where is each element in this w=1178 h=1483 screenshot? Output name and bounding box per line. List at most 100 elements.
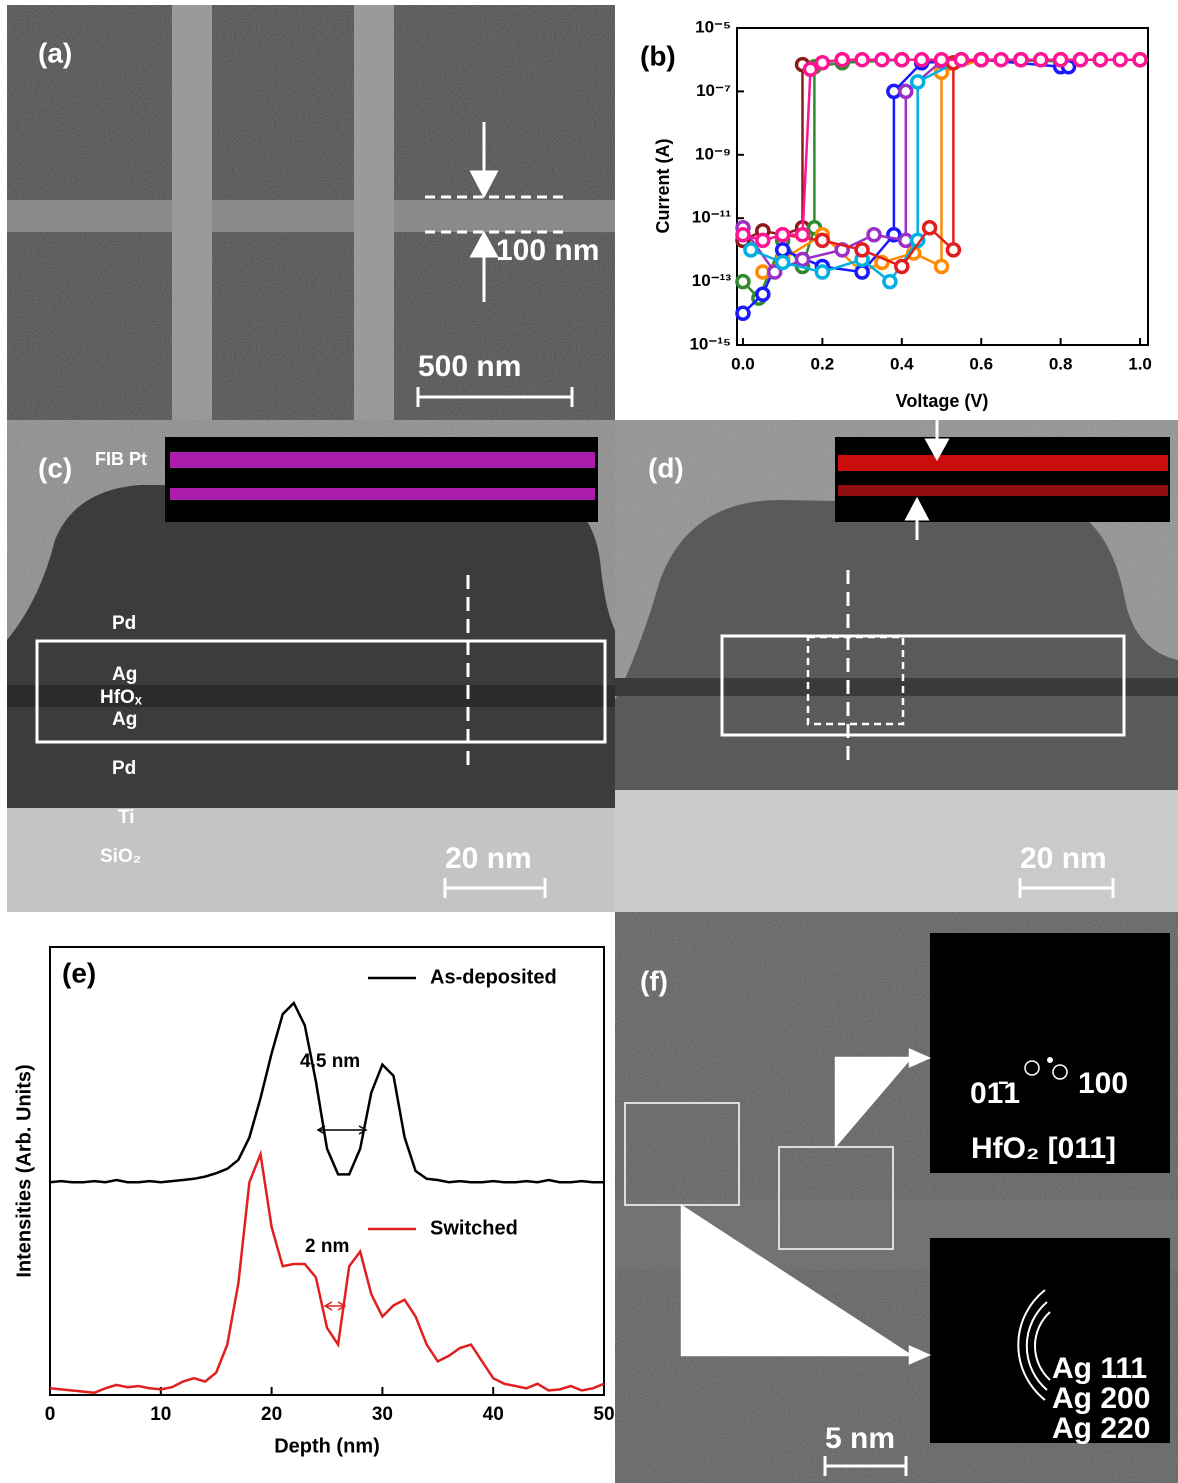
x-tick-label: 0 <box>45 1404 56 1425</box>
data-point <box>874 51 890 68</box>
layer-label: Pd <box>112 613 136 634</box>
data-point <box>894 258 910 275</box>
data-point <box>794 251 811 268</box>
panel-d: (d) 20 nm <box>615 420 1178 912</box>
y-tick-label: 10⁻¹¹ <box>692 208 732 227</box>
scale-label: 20 nm <box>445 842 532 875</box>
data-point <box>854 264 870 280</box>
spot-label: 100 <box>1078 1067 1128 1100</box>
data-point <box>814 232 831 249</box>
panel-c: (c) FIB Pt Pd Ag HfOₓ Ag Pd Ti SiO₂ 20 n… <box>7 420 615 912</box>
data-point <box>755 286 771 302</box>
layer-label: Ti <box>118 807 135 828</box>
data-point <box>953 51 970 68</box>
data-point <box>755 232 771 249</box>
data-point <box>913 51 930 68</box>
ring-label: Ag 111 <box>1052 1352 1147 1385</box>
scale-bar <box>1018 878 1115 898</box>
fft-spot <box>1047 1057 1053 1063</box>
x-tick-label: 10 <box>150 1404 171 1425</box>
data-point <box>945 242 962 258</box>
panel-label: (d) <box>648 452 684 483</box>
x-tick-label: 0.2 <box>811 354 835 373</box>
series-line <box>49 1149 605 1395</box>
data-point <box>894 51 910 68</box>
fft-inset <box>930 933 1170 1173</box>
x-axis-label: Depth (nm) <box>274 1435 380 1457</box>
width-arrows <box>469 122 499 302</box>
data-point <box>735 273 751 290</box>
x-tick-label: 40 <box>483 1404 504 1425</box>
ring-label: Ag 220 <box>1052 1412 1150 1445</box>
data-point <box>973 51 989 68</box>
scale-label: 500 nm <box>418 350 521 383</box>
panel-label: (c) <box>38 452 72 483</box>
legend-label: Switched <box>430 1217 518 1239</box>
annotation-arrow <box>323 1301 347 1311</box>
y-tick-label: 10⁻⁷ <box>696 81 731 100</box>
eds-band <box>838 455 1168 471</box>
data-point <box>866 227 882 243</box>
data-point <box>1072 51 1089 68</box>
eds-map <box>835 437 1170 522</box>
annotation: 4.5 nm <box>300 1051 360 1072</box>
top-wire <box>172 5 212 420</box>
data-point <box>854 51 870 68</box>
data-point <box>774 242 791 258</box>
panel-f: (f) 01̄1 100 HfO₂ [011] Ag 111 Ag 200 Ag… <box>615 912 1178 1483</box>
x-tick-label: 30 <box>372 1404 393 1425</box>
scale-bar <box>416 387 574 407</box>
spot-label: 01̄1 <box>970 1077 1020 1110</box>
data-point <box>882 273 898 290</box>
plot-frame <box>49 946 605 1396</box>
fft-inset <box>930 1238 1170 1443</box>
y-axis-label: Current (A) <box>653 139 673 234</box>
x-axis-label: Voltage (V) <box>896 391 989 411</box>
layer-label: Ag <box>112 664 137 685</box>
data-point <box>933 258 950 275</box>
y-tick-label: 10⁻⁹ <box>695 144 731 163</box>
eds-band <box>170 452 595 468</box>
filament-arrows <box>904 420 950 540</box>
diffraction-rings <box>1017 1289 1051 1401</box>
legend-label: As-deposited <box>430 966 557 988</box>
data-point <box>802 61 819 77</box>
substrate <box>615 790 1178 912</box>
oxide-layer <box>7 685 615 707</box>
data-point <box>1092 51 1109 68</box>
x-tick-label: 1.0 <box>1128 354 1152 373</box>
data-point <box>1033 51 1049 68</box>
y-tick-label: 10⁻¹⁵ <box>689 334 731 353</box>
data-point <box>774 254 791 271</box>
bottom-wire <box>7 200 615 232</box>
data-point <box>1132 51 1148 68</box>
chart-title: (e) <box>62 957 96 988</box>
layer-label: Pd <box>112 758 136 779</box>
filament-box <box>806 635 905 726</box>
data-point <box>814 55 831 71</box>
data-point <box>794 227 811 243</box>
width-label: 100 nm <box>496 234 599 267</box>
panel-label: (a) <box>38 37 72 68</box>
data-point <box>735 227 751 243</box>
data-point <box>834 51 850 68</box>
x-tick-label: 0.4 <box>890 354 914 373</box>
layer-label: HfOₓ <box>100 687 142 708</box>
zone-label: HfO₂ [011] <box>971 1132 1116 1165</box>
fft-spot-ring <box>1052 1064 1068 1080</box>
fft-spot-ring <box>1024 1060 1040 1076</box>
y-tick-label: 10⁻¹³ <box>692 271 732 290</box>
x-tick-label: 0.6 <box>969 354 993 373</box>
data-point <box>814 264 831 280</box>
data-point <box>898 83 914 100</box>
electrode-stack <box>7 485 615 808</box>
chart: 0.0 0.2 0.4 0.6 0.8 1.0 10⁻¹⁵ 10⁻¹³ 10⁻¹¹ 10⁻⁹ 10⁻… <box>640 17 1152 410</box>
layer-label: FIB Pt <box>95 449 147 469</box>
data-point <box>735 305 751 322</box>
annotation-arrow <box>316 1125 368 1135</box>
oxide-layer <box>615 678 1178 696</box>
electrode-stack <box>615 500 1178 790</box>
region-box <box>35 639 607 744</box>
